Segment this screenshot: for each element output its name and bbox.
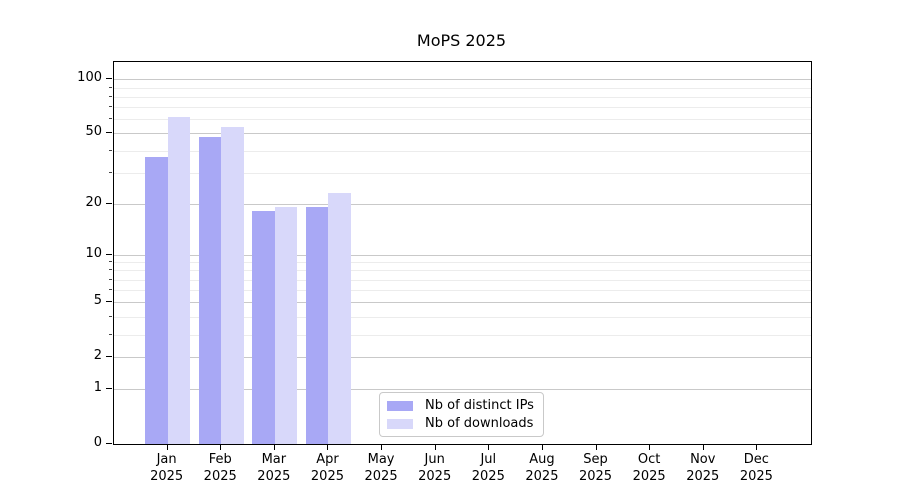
bar-feb-distinct-ips (198, 136, 222, 444)
legend-swatch (387, 418, 413, 429)
y-tick-mark (106, 202, 112, 204)
minor-gridline (114, 172, 811, 174)
y-axis-tick-label: 100 (77, 70, 102, 86)
y-minor-tick-mark (109, 171, 112, 173)
x-tick-mark (488, 444, 490, 450)
x-tick-mark (702, 444, 704, 450)
bar-mar-distinct-ips (252, 211, 275, 444)
y-axis-tick-label: 5 (93, 293, 102, 309)
bar-mar-downloads (274, 207, 298, 444)
bar-jan-distinct-ips (145, 156, 168, 444)
y-tick-mark (106, 78, 112, 80)
x-axis-tick-label: Jun 2025 (418, 452, 452, 484)
y-minor-tick-mark (109, 289, 112, 291)
y-minor-tick-mark (109, 278, 112, 280)
x-axis-tick-label: Oct 2025 (632, 452, 666, 484)
x-axis-tick-label: Feb 2025 (203, 452, 237, 484)
y-tick-mark (106, 388, 112, 390)
y-axis-tick-label: 1 (93, 380, 102, 396)
minor-gridline (114, 316, 811, 318)
y-tick-mark (106, 443, 112, 444)
legend-row: Nb of downloads (387, 416, 534, 431)
legend-label: Nb of downloads (425, 416, 534, 431)
y-tick-mark (106, 301, 112, 303)
y-minor-tick-mark (109, 315, 112, 317)
x-tick-mark (327, 444, 329, 450)
bar-jan-downloads (167, 116, 191, 444)
major-gridline (114, 357, 811, 359)
y-minor-tick-mark (109, 149, 112, 151)
x-axis-tick-label: Jan 2025 (150, 452, 184, 484)
x-tick-mark (756, 444, 758, 450)
major-gridline (114, 133, 811, 135)
y-minor-tick-mark (109, 95, 112, 97)
major-gridline (114, 203, 811, 205)
legend-row: Nb of distinct IPs (387, 398, 534, 413)
y-minor-tick-mark (109, 106, 112, 108)
x-axis-tick-label: Mar 2025 (257, 452, 291, 484)
y-axis-tick-label: 50 (85, 124, 102, 140)
y-minor-tick-mark (109, 261, 112, 263)
x-tick-mark (541, 444, 543, 450)
x-axis-tick-label: Aug 2025 (525, 452, 559, 484)
x-tick-mark (220, 444, 222, 450)
major-gridline (114, 302, 811, 304)
x-axis-tick-label: Apr 2025 (310, 452, 344, 484)
x-tick-mark (649, 444, 651, 450)
y-minor-tick-mark (109, 333, 112, 335)
y-axis-tick-label: 20 (85, 194, 102, 210)
bar-apr-downloads (328, 192, 351, 444)
minor-gridline (114, 334, 811, 336)
major-gridline (114, 389, 811, 391)
x-tick-mark (595, 444, 597, 450)
y-axis-tick-label: 2 (93, 348, 102, 364)
x-axis-tick-label: Dec 2025 (739, 452, 773, 484)
y-minor-tick-mark (109, 269, 112, 271)
bar-feb-downloads (221, 127, 244, 444)
legend-label: Nb of distinct IPs (425, 398, 534, 413)
minor-gridline (114, 107, 811, 109)
minor-gridline (114, 96, 811, 98)
x-tick-mark (166, 444, 168, 450)
legend: Nb of distinct IPs Nb of downloads (379, 392, 544, 437)
y-tick-mark (106, 356, 112, 358)
legend-swatch (387, 400, 413, 411)
x-tick-mark (273, 444, 275, 450)
x-axis-tick-label: Nov 2025 (686, 452, 720, 484)
y-tick-mark (106, 253, 112, 255)
minor-gridline (114, 87, 811, 89)
y-axis-tick-label: 10 (85, 245, 102, 261)
minor-gridline (114, 290, 811, 292)
minor-gridline (114, 262, 811, 264)
y-tick-mark (106, 132, 112, 134)
minor-gridline (114, 270, 811, 272)
major-gridline (114, 79, 811, 81)
bar-apr-distinct-ips (305, 207, 329, 444)
x-axis-tick-label: Sep 2025 (578, 452, 613, 484)
x-tick-mark (381, 444, 383, 450)
y-minor-tick-mark (109, 118, 112, 120)
minor-gridline (114, 279, 811, 281)
y-axis-tick-label: 0 (93, 435, 102, 450)
x-axis-tick-label: May 2025 (364, 452, 398, 484)
minor-gridline (114, 119, 811, 121)
chart-title: MoPS 2025 (416, 31, 507, 50)
y-minor-tick-mark (109, 86, 112, 88)
x-axis-tick-label: Jul 2025 (471, 452, 505, 484)
major-gridline (114, 254, 811, 256)
x-tick-mark (434, 444, 436, 450)
plot-area: Nb of distinct IPs Nb of downloads (113, 61, 812, 445)
minor-gridline (114, 150, 811, 152)
